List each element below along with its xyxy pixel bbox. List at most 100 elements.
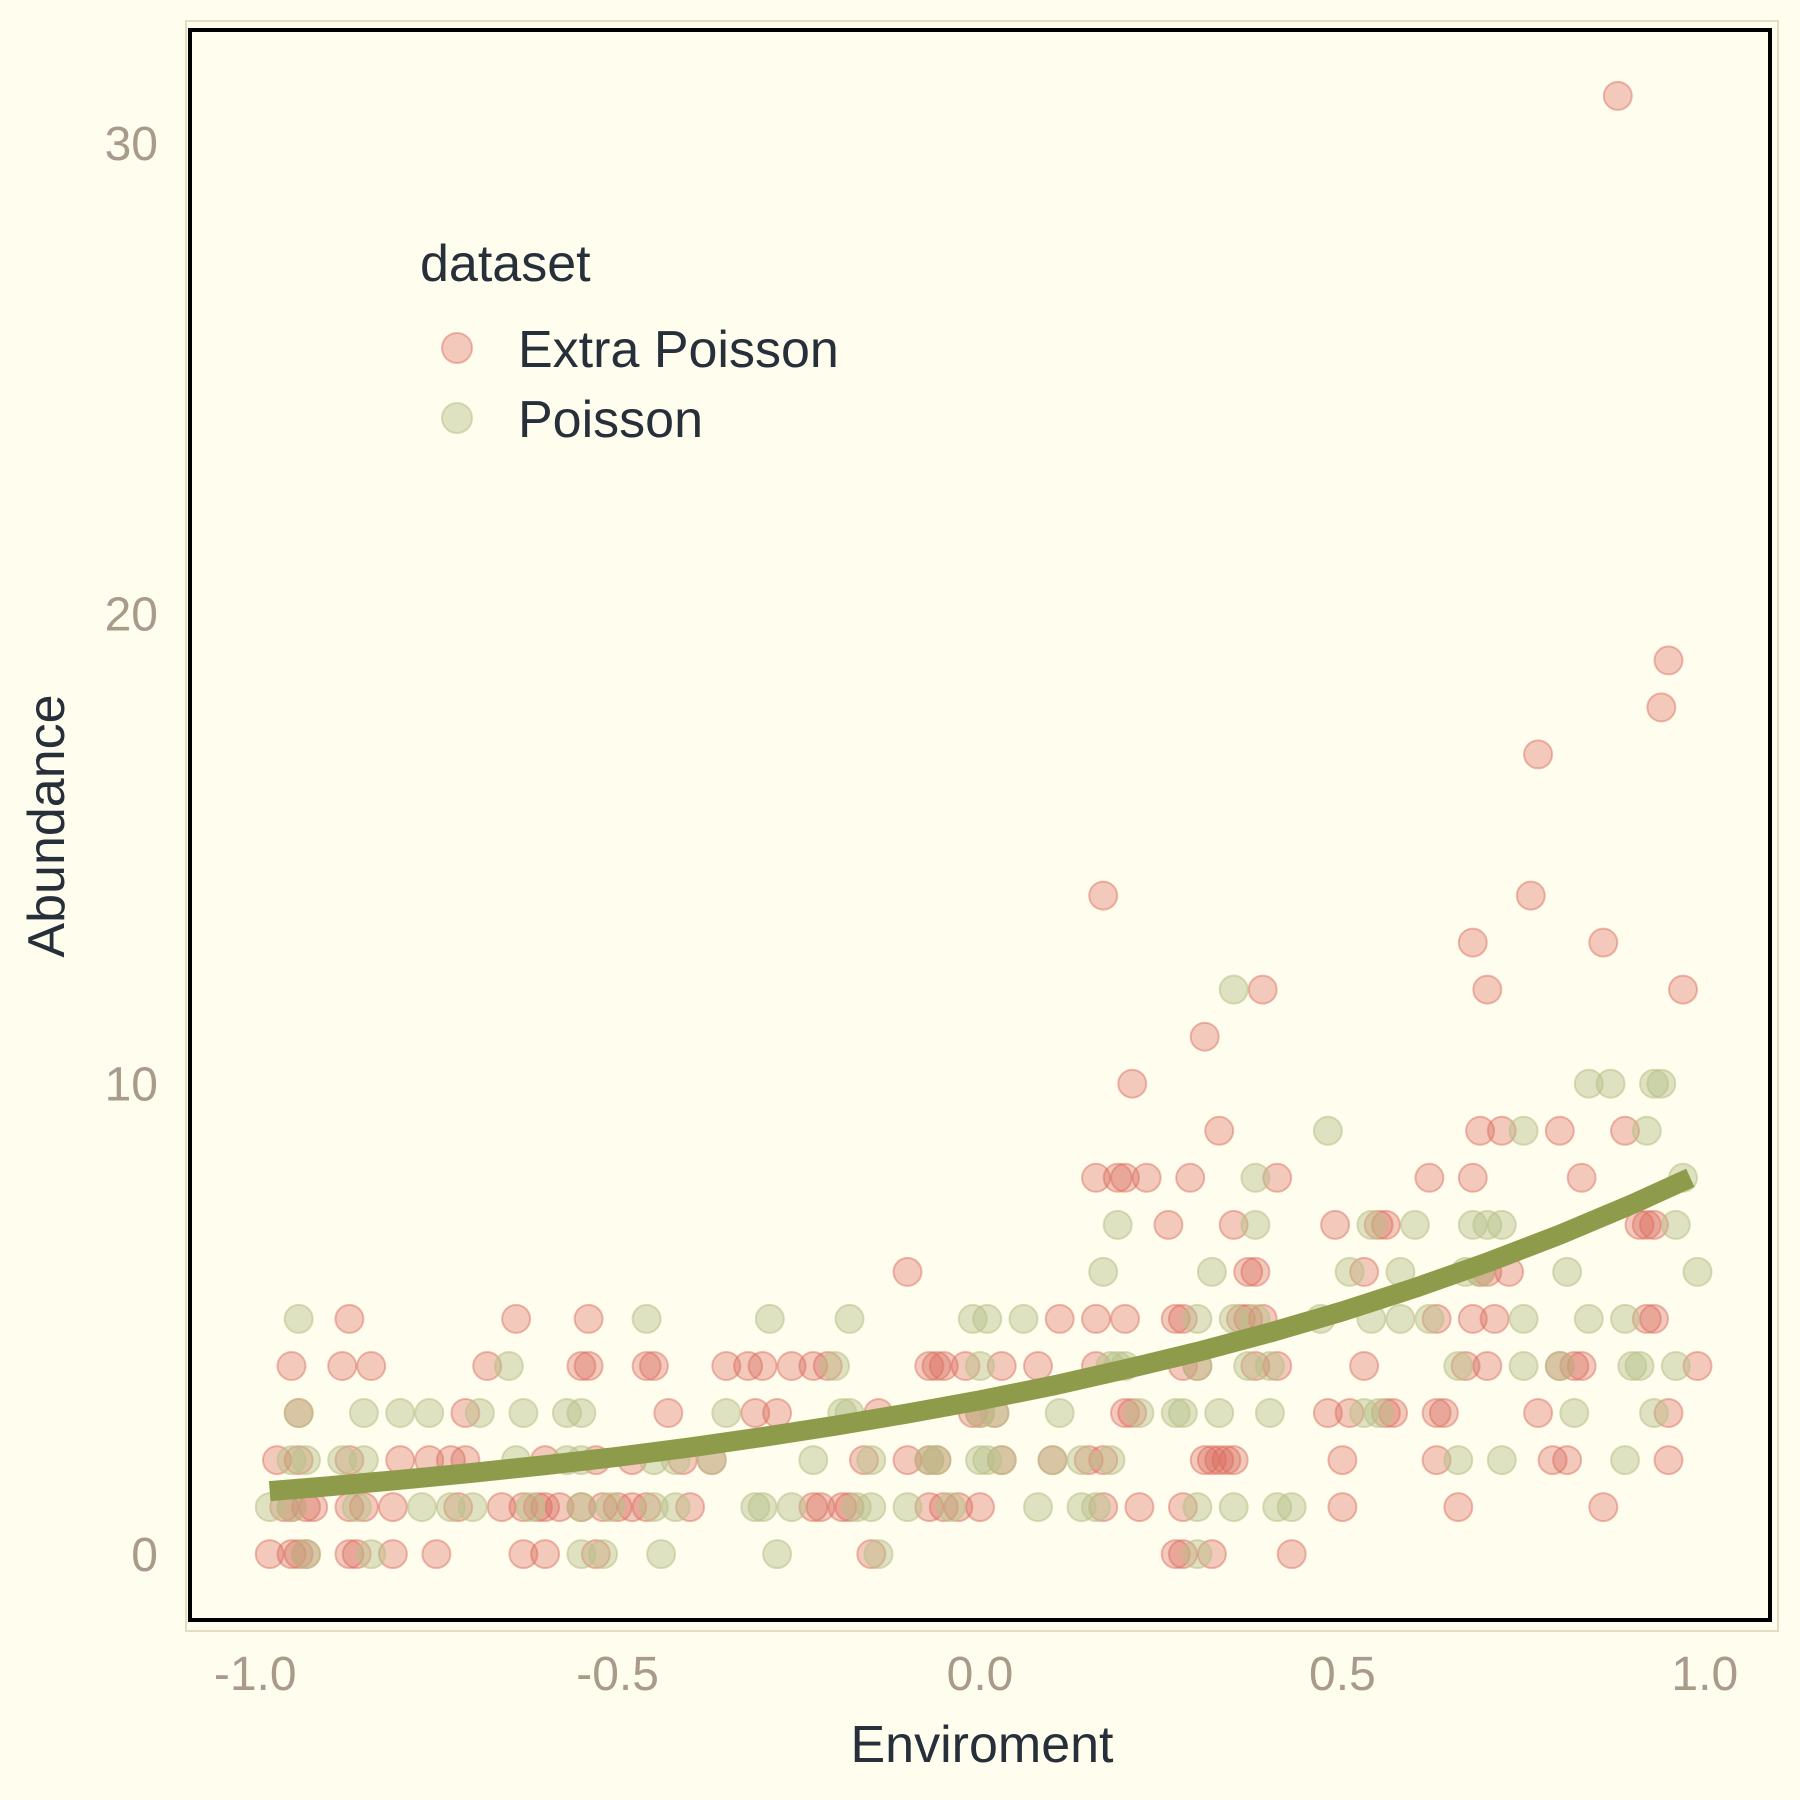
extra-poisson-point [849, 1445, 879, 1476]
poisson-point [1646, 1068, 1677, 1099]
extra-poisson-point [1588, 927, 1619, 958]
poisson-point [892, 1492, 923, 1523]
poisson-point [856, 1492, 887, 1523]
extra-poisson-point [1414, 1162, 1445, 1193]
extra-poisson-point [653, 1398, 684, 1428]
extra-poisson-point [1160, 1303, 1191, 1334]
poisson-point [1095, 1445, 1126, 1476]
poisson-point [986, 1445, 1017, 1476]
extra-poisson-point [711, 1351, 742, 1381]
poisson-point [1182, 1492, 1213, 1523]
poisson-point [348, 1445, 379, 1476]
extra-poisson-point [1428, 1398, 1459, 1428]
y-tick-label: 10 [105, 1059, 158, 1112]
extra-poisson-point [928, 1351, 959, 1381]
extra-poisson-point [1153, 1209, 1184, 1240]
poisson-point [1544, 1351, 1575, 1381]
poisson-point [1595, 1068, 1626, 1099]
extra-poisson-point [1088, 1492, 1119, 1523]
y-axis-ticks: 0 10 20 30 [105, 118, 158, 1582]
extra-poisson-point [1588, 1492, 1619, 1523]
poisson-point [1486, 1445, 1517, 1476]
extra-poisson-point [602, 1492, 633, 1523]
extra-poisson-point [747, 1351, 778, 1381]
poisson-point [1443, 1445, 1474, 1476]
extra-poisson-point [1327, 1445, 1358, 1476]
extra-poisson-point [1421, 1303, 1452, 1334]
extra-poisson-point [1088, 1445, 1119, 1476]
extra-poisson-point [1110, 1303, 1140, 1334]
poisson-point [660, 1492, 691, 1523]
poisson-point [740, 1492, 771, 1523]
panel-border [188, 28, 1772, 1622]
extra-poisson-point [965, 1492, 995, 1523]
extra-poisson-point [1211, 1445, 1242, 1476]
extra-poisson-point [1044, 1303, 1075, 1334]
extra-poisson-point [1552, 1445, 1583, 1476]
extra-poisson-point [1262, 1162, 1293, 1193]
extra-poisson-point [921, 1351, 952, 1381]
extra-poisson-point [276, 1351, 307, 1381]
extra-poisson-point [327, 1351, 358, 1381]
extra-poisson-point [1682, 1351, 1713, 1381]
poisson-point [1218, 1492, 1249, 1523]
outer-panel-border [185, 20, 1779, 1632]
extra-poisson-point [1370, 1398, 1401, 1428]
poisson-point [1182, 1539, 1213, 1570]
x-tick-label: -0.5 [576, 1648, 659, 1701]
poisson-point [435, 1492, 466, 1523]
extra-poisson-point [1081, 1303, 1111, 1334]
poisson-point [1356, 1209, 1387, 1240]
extra-poisson-point [1646, 692, 1677, 723]
poisson-point [341, 1492, 372, 1523]
extra-poisson-point [1668, 974, 1698, 1005]
extra-poisson-point [334, 1539, 365, 1570]
legend-label-poisson: Poisson [518, 391, 703, 449]
poisson-point [1399, 1209, 1430, 1240]
poisson-point [588, 1539, 619, 1570]
extra-poisson-point [1204, 1445, 1235, 1476]
poisson-point [1037, 1445, 1068, 1476]
extra-poisson-point [1117, 1068, 1148, 1099]
poisson-point [1682, 1256, 1713, 1287]
extra-poisson-point [1515, 880, 1546, 911]
extra-poisson-point [1465, 1115, 1496, 1146]
extra-poisson-point [986, 1351, 1017, 1381]
extra-poisson-point [943, 1492, 974, 1523]
poisson-point [1639, 1068, 1669, 1099]
x-tick-label: 0.0 [947, 1648, 1014, 1701]
x-tick-label: 1.0 [1671, 1648, 1738, 1701]
poisson-point [1508, 1351, 1539, 1381]
extra-poisson-point [1160, 1539, 1191, 1570]
extra-poisson-point [1240, 1256, 1271, 1287]
extra-poisson-point [1233, 1256, 1264, 1287]
poisson-point [1023, 1492, 1053, 1523]
extra-poisson-point [1327, 1492, 1358, 1523]
extra-poisson-point [1523, 1398, 1554, 1428]
poisson-point [385, 1398, 416, 1428]
poisson-point [1610, 1303, 1640, 1334]
poisson-point [820, 1351, 850, 1381]
extra-poisson-point [914, 1492, 945, 1523]
extra-poisson-point [254, 1539, 285, 1570]
extra-poisson-point [1653, 645, 1684, 676]
extra-poisson-point [334, 1303, 365, 1334]
extra-poisson-point [617, 1492, 648, 1523]
extra-poisson-point [733, 1351, 764, 1381]
poisson-point [863, 1539, 894, 1570]
poisson-point [747, 1492, 778, 1523]
poisson-point [965, 1351, 995, 1381]
legend-key-extra-poisson [441, 332, 473, 364]
extra-poisson-point [1218, 1445, 1249, 1476]
extra-poisson-point [1602, 80, 1633, 111]
poisson-point [1508, 1115, 1539, 1146]
extra-poisson-points [254, 80, 1713, 1570]
extra-poisson-point [798, 1492, 829, 1523]
poisson-point [566, 1492, 597, 1523]
extra-poisson-point [1175, 1162, 1206, 1193]
legend-title: dataset [420, 235, 591, 293]
extra-poisson-point [1639, 1209, 1669, 1240]
extra-poisson-point [566, 1351, 597, 1381]
